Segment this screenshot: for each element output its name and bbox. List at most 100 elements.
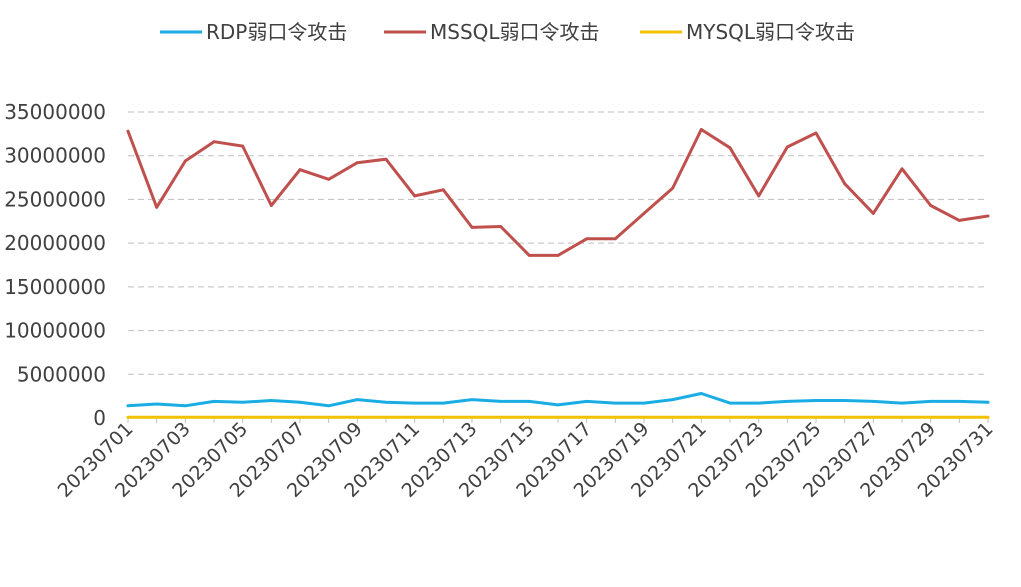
data-point <box>986 214 990 218</box>
data-point <box>785 415 789 419</box>
data-point <box>527 253 531 257</box>
data-point <box>298 168 302 172</box>
data-point <box>814 415 818 419</box>
y-tick-label: 35000000 <box>4 100 106 124</box>
data-point <box>241 144 245 148</box>
data-point <box>757 194 761 198</box>
data-point <box>957 415 961 419</box>
data-point <box>843 182 847 186</box>
data-point <box>785 145 789 149</box>
data-point <box>212 415 216 419</box>
data-point <box>957 399 961 403</box>
data-point <box>728 401 732 405</box>
data-point <box>671 398 675 402</box>
y-tick-label: 5000000 <box>17 362 106 386</box>
data-point <box>413 401 417 405</box>
data-point <box>327 177 331 181</box>
data-point <box>212 399 216 403</box>
data-point <box>183 404 187 408</box>
data-point <box>900 415 904 419</box>
data-point <box>499 399 503 403</box>
data-point <box>499 415 503 419</box>
data-point <box>957 219 961 222</box>
data-point <box>298 415 302 419</box>
series-lines <box>126 128 990 419</box>
y-tick-label: 10000000 <box>4 319 106 343</box>
data-point <box>298 400 302 404</box>
data-point <box>527 415 531 419</box>
data-point <box>384 415 388 419</box>
data-point <box>269 415 273 419</box>
data-point <box>441 188 445 192</box>
data-point <box>642 415 646 419</box>
data-point <box>613 401 617 405</box>
data-point <box>556 253 560 257</box>
legend-label: MYSQL弱口令攻击 <box>686 20 855 44</box>
data-point <box>929 415 933 419</box>
y-tick-label: 30000000 <box>4 144 106 168</box>
data-point <box>470 415 474 419</box>
data-point <box>785 399 789 403</box>
data-point <box>585 415 589 419</box>
data-point <box>470 226 474 229</box>
data-point <box>900 401 904 405</box>
data-point <box>126 129 130 133</box>
data-point <box>470 398 474 402</box>
data-point <box>699 415 703 419</box>
data-point <box>355 398 359 402</box>
y-axis: 0 5000000 10000000 15000000 20000000 25000000… <box>4 100 106 430</box>
data-point <box>843 415 847 419</box>
y-tick-label: 0 <box>93 406 106 430</box>
y-tick-label: 15000000 <box>4 275 106 299</box>
data-point <box>183 159 187 163</box>
data-point <box>556 415 560 419</box>
legend-label: MSSQL弱口令攻击 <box>430 20 600 44</box>
x-axis: 2023070120230703202307052023070720230709… <box>54 417 998 502</box>
data-point <box>269 204 273 207</box>
data-point <box>585 237 589 241</box>
data-point <box>126 404 130 408</box>
y-tick-label: 20000000 <box>4 231 106 255</box>
data-point <box>699 128 703 131</box>
data-point <box>241 415 245 419</box>
series-line-1 <box>126 128 990 257</box>
data-point <box>585 399 589 403</box>
data-point <box>642 212 646 215</box>
data-point <box>327 404 331 408</box>
data-point <box>699 392 703 395</box>
data-point <box>384 400 388 404</box>
data-point <box>642 401 646 405</box>
data-point <box>728 415 732 419</box>
data-point <box>986 415 990 419</box>
data-point <box>183 415 187 419</box>
data-point <box>556 403 560 407</box>
data-point <box>212 140 216 144</box>
data-point <box>671 186 675 190</box>
data-point <box>327 415 331 419</box>
data-point <box>441 401 445 405</box>
data-point <box>355 161 359 165</box>
legend-label: RDP弱口令攻击 <box>206 20 347 44</box>
data-point <box>441 415 445 419</box>
legend: RDP弱口令攻击 MSSQL弱口令攻击 MYSQL弱口令攻击 <box>160 20 855 44</box>
data-point <box>757 415 761 419</box>
data-point <box>871 399 875 403</box>
data-point <box>269 399 273 402</box>
data-point <box>613 415 617 419</box>
gridlines <box>128 111 988 375</box>
data-point <box>929 204 933 207</box>
data-point <box>155 402 159 406</box>
data-point <box>814 131 818 135</box>
data-point <box>728 146 732 150</box>
data-point <box>241 400 245 404</box>
data-point <box>613 237 617 241</box>
data-point <box>929 399 933 403</box>
data-point <box>871 212 875 215</box>
data-point <box>355 415 359 419</box>
data-point <box>413 194 417 198</box>
data-point <box>814 399 818 402</box>
data-point <box>986 400 990 404</box>
data-point <box>900 167 904 171</box>
data-point <box>155 205 159 209</box>
